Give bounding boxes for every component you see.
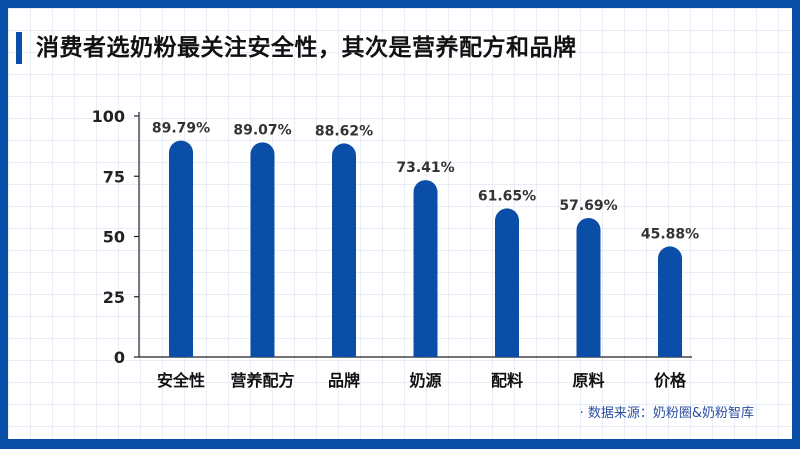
bar-value-label: 57.69%	[559, 198, 617, 214]
x-category-label: 营养配方	[230, 371, 294, 390]
y-tick-label: 50	[103, 228, 125, 247]
y-tick-label: 100	[92, 107, 125, 126]
bar-value-label: 88.62%	[315, 123, 373, 139]
title-accent-bar	[16, 32, 22, 64]
x-category-label: 原料	[572, 371, 604, 390]
bar-value-label: 45.88%	[641, 226, 699, 242]
y-tick-label: 25	[103, 288, 125, 307]
bar	[169, 140, 193, 357]
bar	[250, 142, 275, 357]
bar	[576, 217, 601, 357]
data-source-note: · 数据来源：奶粉圈&奶粉智库	[579, 406, 754, 421]
bar	[658, 246, 682, 357]
bar-value-label: 61.65%	[478, 188, 536, 204]
bar	[413, 180, 438, 357]
page-title: 消费者选奶粉最关注安全性，其次是营养配方和品牌	[36, 35, 577, 61]
bar-value-label: 73.41%	[396, 160, 454, 176]
x-category-label: 安全性	[157, 371, 205, 390]
bar	[332, 143, 356, 357]
x-category-label: 品牌	[328, 371, 360, 390]
x-category-label: 奶源	[409, 371, 441, 390]
bar-value-label: 89.79%	[152, 121, 210, 137]
y-tick-label: 75	[103, 167, 125, 186]
y-tick-label: 0	[114, 348, 125, 367]
bar	[495, 208, 519, 357]
x-category-label: 价格	[654, 371, 687, 390]
x-category-label: 配料	[491, 371, 523, 390]
bar-value-label: 89.07%	[233, 122, 291, 138]
